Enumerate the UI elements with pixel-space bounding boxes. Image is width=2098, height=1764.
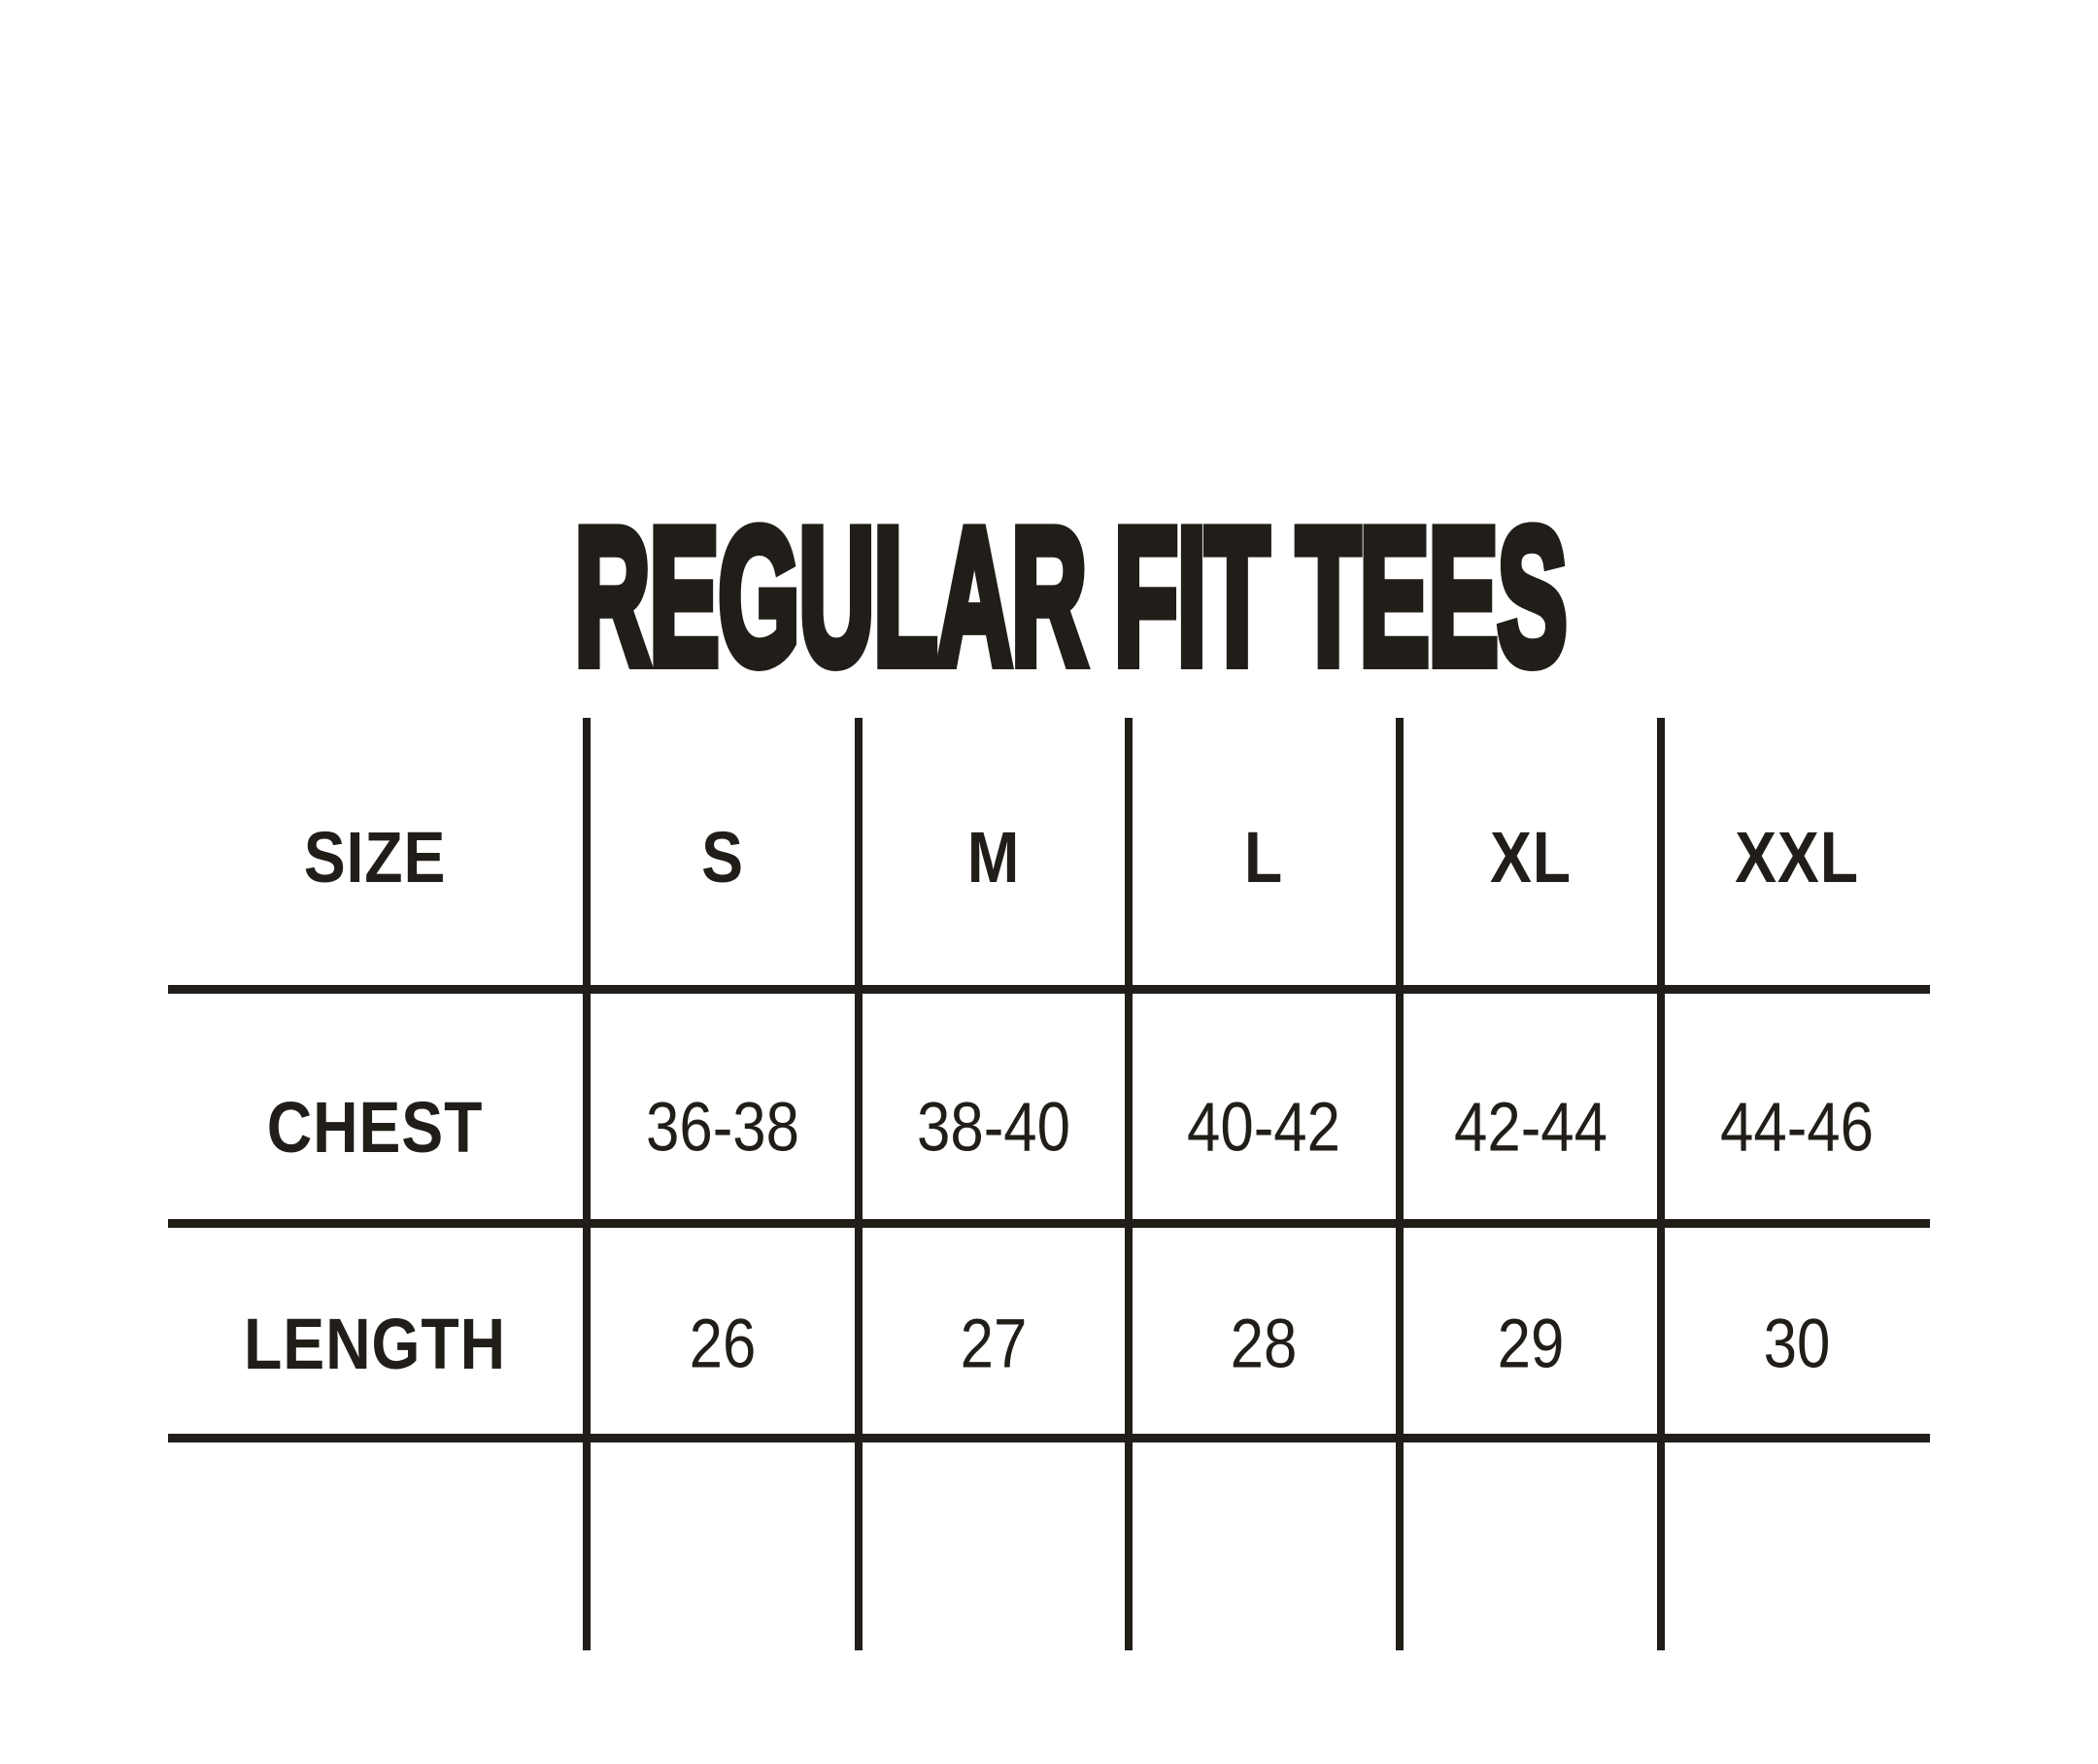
header-cell-size-m: M xyxy=(966,817,1021,898)
page-title: REGULAR FIT TEES xyxy=(569,483,1574,711)
header-cell-size-xl: XL xyxy=(1489,817,1573,898)
length-value-s: 26 xyxy=(689,1306,757,1383)
column-divider-line-5 xyxy=(1657,718,1665,1650)
chest-value-m: 38-40 xyxy=(917,1089,1070,1167)
header-cell-size-label: SIZE xyxy=(303,817,447,898)
header-cell-size-xxl: XXL xyxy=(1735,817,1859,898)
header-cell-size-s: S xyxy=(701,817,744,898)
chest-value-xl: 42-44 xyxy=(1454,1089,1607,1167)
length-row-label: LENGTH xyxy=(244,1304,506,1384)
column-divider-line-4 xyxy=(1396,718,1404,1650)
chest-value-s: 36-38 xyxy=(646,1089,799,1167)
row-divider-line-2 xyxy=(168,1219,1930,1228)
column-divider-line-3 xyxy=(1125,718,1133,1650)
column-divider-line-1 xyxy=(583,718,591,1650)
page-title-text: REGULAR FIT TEES xyxy=(575,489,1567,705)
chest-value-xxl: 44-46 xyxy=(1720,1089,1874,1167)
chest-row-label: CHEST xyxy=(266,1087,484,1168)
length-value-xl: 29 xyxy=(1497,1306,1565,1383)
header-cell-size-l: L xyxy=(1243,817,1284,898)
chest-value-l: 40-42 xyxy=(1187,1089,1340,1167)
column-divider-line-2 xyxy=(855,718,863,1650)
row-divider-line-3 xyxy=(168,1434,1930,1442)
length-value-l: 28 xyxy=(1230,1306,1298,1383)
length-value-xxl: 30 xyxy=(1763,1306,1831,1383)
length-value-m: 27 xyxy=(960,1306,1028,1383)
row-divider-line-1 xyxy=(168,985,1930,994)
